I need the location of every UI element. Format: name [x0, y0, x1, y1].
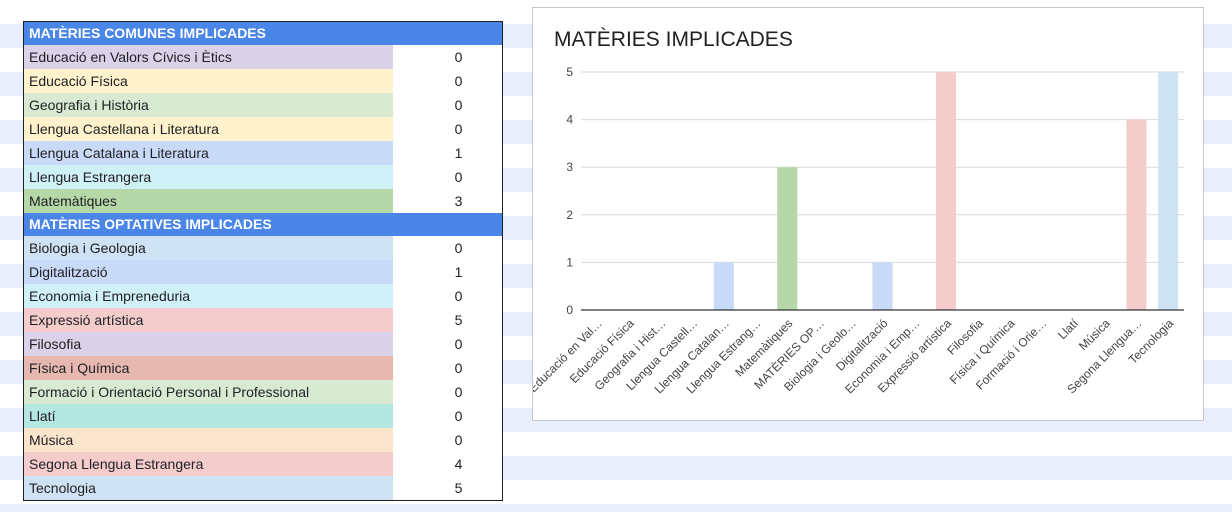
subject-name-cell[interactable]: Formació i Orientació Personal i Profess…	[24, 380, 393, 404]
table-row[interactable]: Tecnologia 5	[24, 476, 502, 500]
subject-name-cell[interactable]: Educació en Valors Cívics i Ètics	[24, 45, 393, 69]
bar	[1158, 72, 1179, 310]
subject-name-cell[interactable]: Llengua Catalana i Literatura	[24, 141, 393, 165]
bar	[1126, 119, 1147, 310]
subject-name-cell[interactable]: Expressió artística	[24, 308, 393, 332]
y-tick-label: 1	[566, 255, 573, 269]
y-tick-label: 2	[566, 208, 573, 222]
table-row[interactable]: Expressió artística 5	[24, 308, 502, 332]
subject-name-cell[interactable]: Educació Física	[24, 69, 393, 93]
subject-count-cell[interactable]: 0	[393, 332, 502, 356]
subject-count-cell[interactable]: 0	[393, 356, 502, 380]
subject-name-cell[interactable]: Tecnologia	[24, 476, 393, 500]
subject-name-cell[interactable]: Geografia i Història	[24, 93, 393, 117]
common-subjects-list: Educació en Valors Cívics i Ètics 0 Educac…	[24, 45, 502, 213]
subject-name-cell[interactable]: Llengua Castellana i Literatura	[24, 117, 393, 141]
table-row[interactable]: Economia i Empreneduria 0	[24, 284, 502, 308]
subject-name-cell[interactable]: Llatí	[24, 404, 393, 428]
y-tick-label: 4	[566, 113, 573, 127]
common-subjects-header[interactable]: MATÈRIES COMUNES IMPLICADES	[24, 22, 502, 45]
subject-count-cell[interactable]: 4	[393, 452, 502, 476]
subject-count-cell[interactable]: 0	[393, 380, 502, 404]
bar	[872, 262, 893, 310]
subject-count-cell[interactable]: 0	[393, 45, 502, 69]
subject-count-cell[interactable]: 1	[393, 141, 502, 165]
y-tick-label: 0	[566, 303, 573, 317]
chart-title: MATÈRIES IMPLICADES	[554, 28, 793, 51]
subject-count-cell[interactable]: 0	[393, 117, 502, 141]
subject-count-cell[interactable]: 0	[393, 404, 502, 428]
table-row[interactable]: Física i Química 0	[24, 356, 502, 380]
table-row[interactable]: Digitalització 1	[24, 260, 502, 284]
subject-count-cell[interactable]: 5	[393, 308, 502, 332]
bar	[713, 262, 734, 310]
y-tick-label: 3	[566, 160, 573, 174]
table-row[interactable]: Geografia i Història 0	[24, 93, 502, 117]
subject-count-cell[interactable]: 0	[393, 165, 502, 189]
subject-name-cell[interactable]: Llengua Estrangera	[24, 165, 393, 189]
table-row[interactable]: Educació Física 0	[24, 69, 502, 93]
subject-name-cell[interactable]: Música	[24, 428, 393, 452]
subjects-table: MATÈRIES COMUNES IMPLICADES Educació en …	[23, 21, 503, 501]
subject-count-cell[interactable]: 0	[393, 284, 502, 308]
subject-count-cell[interactable]: 0	[393, 93, 502, 117]
y-tick-label: 5	[566, 65, 573, 79]
bar	[935, 72, 956, 310]
optional-subjects-header[interactable]: MATÈRIES OPTATIVES IMPLICADES	[24, 213, 502, 236]
subject-name-cell[interactable]: Biologia i Geologia	[24, 236, 393, 260]
table-row[interactable]: Llengua Estrangera 0	[24, 165, 502, 189]
optional-subjects-list: Biologia i Geologia 0 Digitalització 1 Econo…	[24, 236, 502, 500]
table-row[interactable]: Llatí 0	[24, 404, 502, 428]
subject-name-cell[interactable]: Economia i Empreneduria	[24, 284, 393, 308]
table-row[interactable]: Filosofia 0	[24, 332, 502, 356]
table-row[interactable]: Educació en Valors Cívics i Ètics 0	[24, 45, 502, 69]
subject-name-cell[interactable]: Segona Llengua Estrangera	[24, 452, 393, 476]
subject-count-cell[interactable]: 5	[393, 476, 502, 500]
table-row[interactable]: Biologia i Geologia 0	[24, 236, 502, 260]
x-tick-label: Llatí	[1055, 316, 1081, 342]
subject-name-cell[interactable]: Física i Química	[24, 356, 393, 380]
subjects-chart[interactable]: MATÈRIES IMPLICADES 0 1 2 3 4 5 Educació en Va…	[532, 7, 1204, 421]
subject-count-cell[interactable]: 0	[393, 69, 502, 93]
bar	[777, 167, 798, 310]
table-row[interactable]: Música 0	[24, 428, 502, 452]
table-row[interactable]: Segona Llengua Estrangera 4	[24, 452, 502, 476]
table-row[interactable]: Formació i Orientació Personal i Profess…	[24, 380, 502, 404]
subject-count-cell[interactable]: 0	[393, 236, 502, 260]
subject-name-cell[interactable]: Matemàtiques	[24, 189, 393, 213]
subject-name-cell[interactable]: Filosofia	[24, 332, 393, 356]
subject-count-cell[interactable]: 0	[393, 428, 502, 452]
subject-count-cell[interactable]: 1	[393, 260, 502, 284]
subject-name-cell[interactable]: Digitalització	[24, 260, 393, 284]
table-row[interactable]: Llengua Castellana i Literatura 0	[24, 117, 502, 141]
table-row[interactable]: Matemàtiques 3	[24, 189, 502, 213]
table-row[interactable]: Llengua Catalana i Literatura 1	[24, 141, 502, 165]
subject-count-cell[interactable]: 3	[393, 189, 502, 213]
